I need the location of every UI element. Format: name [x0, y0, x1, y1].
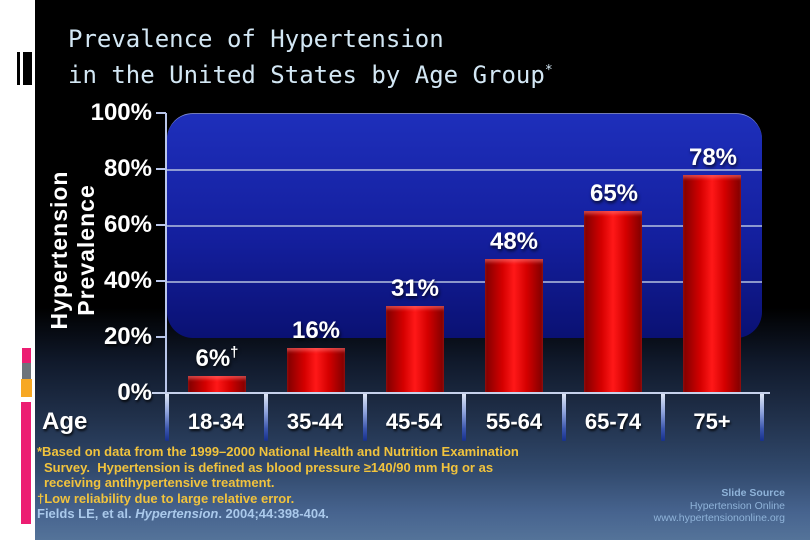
gridline-60 — [167, 225, 762, 227]
value-label: 6%† — [195, 344, 239, 373]
category-tick — [760, 393, 764, 441]
y-tick-label: 60% — [103, 211, 152, 238]
title-asterisk: * — [544, 63, 553, 78]
left-margin-strip — [0, 0, 35, 540]
accent-square-gray — [22, 363, 31, 379]
bar-55-64 — [485, 258, 543, 393]
category-label: 35-44 — [286, 409, 344, 434]
y-tick-label: 20% — [103, 323, 152, 350]
accent-bar-magenta — [21, 402, 31, 524]
bar-65-74 — [584, 211, 642, 393]
source-org: Hypertension Online — [689, 499, 785, 512]
y-tick-label: 0% — [117, 379, 152, 406]
bar-75-plus — [683, 174, 741, 393]
y-axis-title: Hypertension Prevalence — [46, 170, 99, 330]
gridline-80 — [167, 169, 762, 171]
title-line-1: Prevalence of Hypertension — [68, 25, 444, 53]
dagger-symbol: † — [37, 490, 45, 506]
footnotes: *Based on data from the 1999–2000 Nation… — [37, 444, 519, 522]
x-axis-line — [152, 392, 770, 394]
y-tick-mark — [156, 280, 166, 282]
accent-square-orange — [21, 379, 32, 397]
title-line-2: in the United States by Age Group* — [68, 61, 553, 89]
footnote-line: receiving antihypertensive treatment. — [44, 475, 275, 490]
category-tick — [562, 393, 566, 441]
citation: Fields LE, et al. Hypertension. 2004;44:… — [37, 506, 329, 521]
y-tick-label: 80% — [103, 155, 152, 182]
footnote-line: †Low reliability due to large relative e… — [37, 490, 295, 506]
dagger-superscript: † — [230, 344, 239, 362]
value-label: 48% — [489, 227, 539, 255]
category-tick — [462, 393, 466, 441]
category-tick — [363, 393, 367, 441]
slide-title: Prevalence of Hypertension in the United … — [68, 24, 553, 91]
category-label: 55-64 — [485, 409, 543, 434]
footnote-line: *Based on data from the 1999–2000 Nation… — [37, 444, 519, 459]
category-tick — [264, 393, 268, 441]
value-label: 65% — [589, 180, 639, 207]
y-tick-mark — [156, 224, 166, 226]
bar-45-54 — [386, 306, 444, 393]
value-label: 16% — [291, 317, 341, 345]
bar-35-44 — [287, 348, 345, 393]
category-label: 75+ — [693, 409, 731, 434]
category-label: 65-74 — [584, 409, 642, 434]
accent-square-pink — [22, 348, 31, 363]
y-tick-mark — [156, 168, 166, 170]
bookmark-thin-bar — [17, 52, 20, 85]
source-title: Slide Source — [721, 487, 785, 499]
y-tick-label: 100% — [90, 99, 152, 126]
footnote-line: Survey. Hypertension is defined as blood… — [44, 459, 494, 475]
value-label: 31% — [390, 275, 440, 303]
y-tick-label: 40% — [103, 267, 152, 294]
source-url: www.hypertensiononline.org — [653, 512, 785, 524]
bar-18-34 — [188, 376, 246, 393]
y-tick-mark — [156, 336, 166, 338]
value-label: 78% — [688, 143, 738, 171]
category-label: 18-34 — [187, 409, 245, 434]
gridline-40 — [167, 281, 762, 283]
y-tick-mark — [156, 112, 166, 114]
y-axis-line — [165, 113, 167, 394]
slide-source: Slide Source Hypertension Online www.hyp… — [654, 487, 785, 525]
bookmark-thick-bar — [23, 52, 32, 85]
category-label: 45-54 — [385, 409, 443, 434]
category-tick — [661, 393, 665, 441]
category-tick — [165, 393, 169, 441]
citation-journal: Hypertension — [135, 506, 219, 521]
x-axis-title: Age — [42, 408, 88, 435]
